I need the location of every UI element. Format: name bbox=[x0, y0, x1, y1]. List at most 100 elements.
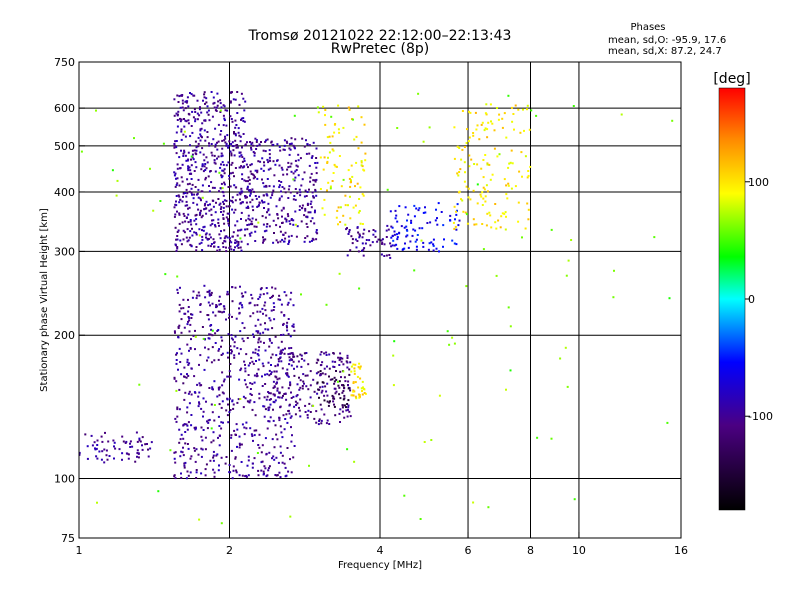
echo-point bbox=[181, 200, 184, 203]
echo-point bbox=[266, 158, 269, 161]
echo-point bbox=[442, 224, 445, 227]
echo-point bbox=[309, 211, 312, 214]
echo-point bbox=[385, 229, 388, 232]
echo-point bbox=[298, 409, 301, 412]
echo-point bbox=[613, 269, 615, 272]
echo-point bbox=[124, 442, 127, 444]
echo-point bbox=[348, 373, 351, 376]
echo-point bbox=[449, 219, 452, 222]
echo-point bbox=[149, 447, 152, 450]
echo-point bbox=[268, 369, 271, 372]
echo-point bbox=[485, 184, 488, 187]
echo-point bbox=[187, 122, 190, 125]
echo-point bbox=[197, 405, 200, 408]
echo-point bbox=[350, 235, 353, 238]
echo-point bbox=[346, 361, 349, 364]
echo-point bbox=[105, 449, 108, 452]
echo-point bbox=[267, 391, 270, 393]
echo-point bbox=[251, 173, 254, 176]
echo-point bbox=[193, 375, 196, 378]
echo-point bbox=[188, 190, 191, 193]
echo-point bbox=[338, 272, 341, 275]
echo-point bbox=[290, 137, 293, 140]
echo-point bbox=[312, 238, 315, 241]
echo-point bbox=[286, 372, 289, 375]
echo-point bbox=[333, 131, 336, 134]
echo-point bbox=[206, 111, 209, 114]
echo-point bbox=[234, 126, 237, 129]
echo-point bbox=[245, 163, 248, 166]
echo-point bbox=[220, 230, 222, 233]
echo-point bbox=[220, 206, 223, 209]
echo-point bbox=[329, 187, 332, 190]
echo-point bbox=[201, 164, 204, 166]
echo-point bbox=[252, 151, 255, 153]
echo-point bbox=[295, 235, 298, 238]
echo-point bbox=[266, 194, 269, 197]
echo-point bbox=[482, 197, 485, 200]
echo-point bbox=[211, 334, 214, 337]
echo-point bbox=[175, 177, 177, 180]
echo-point bbox=[323, 394, 326, 397]
echo-point bbox=[359, 367, 362, 370]
echo-point bbox=[277, 396, 280, 399]
echo-point bbox=[278, 180, 281, 182]
echo-point bbox=[203, 93, 206, 96]
echo-point bbox=[242, 120, 245, 122]
echo-point bbox=[253, 434, 256, 437]
echo-point bbox=[209, 203, 211, 206]
echo-point bbox=[215, 306, 217, 309]
echo-point bbox=[222, 421, 224, 424]
echo-point bbox=[290, 440, 293, 443]
echo-point bbox=[303, 171, 306, 174]
echo-point bbox=[254, 169, 257, 172]
echo-point bbox=[205, 232, 208, 235]
echo-point bbox=[176, 167, 179, 170]
echo-point bbox=[261, 362, 264, 365]
echo-point bbox=[212, 454, 215, 457]
echo-point bbox=[182, 424, 185, 427]
echo-point bbox=[190, 367, 193, 370]
echo-point bbox=[190, 178, 193, 180]
echo-point bbox=[251, 217, 254, 220]
echo-point bbox=[186, 406, 189, 409]
echo-point bbox=[299, 415, 302, 418]
echo-point bbox=[141, 448, 144, 451]
echo-point bbox=[184, 204, 187, 207]
echo-point bbox=[201, 122, 204, 125]
echo-point bbox=[350, 365, 353, 368]
echo-point bbox=[260, 461, 263, 464]
echo-point bbox=[256, 169, 259, 172]
echo-point bbox=[187, 158, 190, 161]
echo-point bbox=[216, 395, 219, 398]
echo-point bbox=[222, 203, 225, 205]
echo-point bbox=[213, 159, 216, 162]
echo-point bbox=[244, 100, 247, 103]
echo-point bbox=[243, 326, 246, 329]
echo-point bbox=[239, 285, 241, 288]
echo-point bbox=[254, 324, 257, 327]
echo-point bbox=[225, 144, 228, 147]
echo-point bbox=[297, 159, 300, 162]
echo-point bbox=[360, 387, 363, 390]
echo-point bbox=[496, 155, 499, 158]
echo-point bbox=[210, 151, 213, 154]
echo-point bbox=[104, 431, 106, 434]
echo-point bbox=[190, 393, 193, 396]
echo-point bbox=[461, 110, 464, 112]
echo-point bbox=[202, 410, 205, 413]
echo-point bbox=[306, 204, 309, 206]
echo-point bbox=[276, 378, 279, 381]
echo-point bbox=[350, 179, 352, 182]
echo-point bbox=[521, 236, 523, 239]
echo-point bbox=[468, 165, 471, 168]
echo-point bbox=[242, 340, 245, 343]
echo-point bbox=[500, 215, 503, 218]
echo-point bbox=[136, 455, 138, 458]
echo-point bbox=[346, 448, 349, 451]
echo-point bbox=[319, 188, 322, 190]
echo-point bbox=[363, 392, 366, 394]
echo-point bbox=[276, 213, 279, 216]
echo-point bbox=[116, 179, 119, 182]
echo-point bbox=[96, 444, 99, 446]
